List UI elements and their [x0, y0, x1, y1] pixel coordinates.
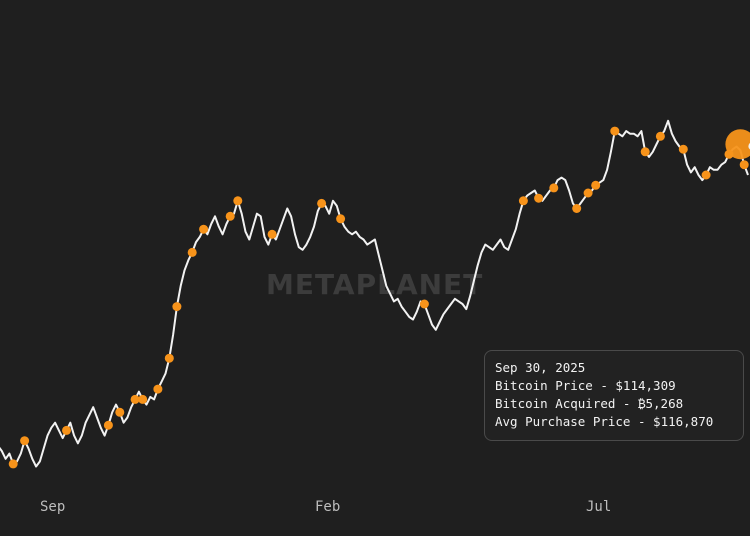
- purchase-marker[interactable]: [655, 131, 665, 141]
- purchase-marker[interactable]: [172, 302, 182, 312]
- x-tick-label: Jul: [586, 499, 612, 515]
- purchase-marker[interactable]: [115, 407, 125, 417]
- purchase-marker[interactable]: [419, 299, 429, 309]
- purchase-marker[interactable]: [153, 384, 163, 394]
- purchase-marker[interactable]: [8, 459, 18, 469]
- tooltip-date: Sep 30, 2025: [495, 360, 586, 375]
- hovered-purchase-marker[interactable]: [725, 129, 750, 160]
- purchase-marker[interactable]: [138, 394, 148, 404]
- purchase-marker[interactable]: [317, 198, 327, 208]
- purchase-marker[interactable]: [701, 170, 711, 180]
- purchase-marker[interactable]: [549, 183, 559, 193]
- purchase-marker[interactable]: [267, 229, 277, 239]
- purchase-marker[interactable]: [187, 247, 197, 257]
- purchase-marker[interactable]: [678, 144, 688, 154]
- purchase-marker[interactable]: [583, 188, 593, 198]
- purchase-marker[interactable]: [225, 211, 235, 221]
- purchase-marker[interactable]: [572, 204, 582, 213]
- purchase-marker[interactable]: [62, 425, 71, 435]
- purchase-marker[interactable]: [518, 196, 528, 206]
- purchase-marker[interactable]: [130, 394, 140, 404]
- watermark-logo: METAPLANET: [266, 268, 484, 301]
- purchase-marker[interactable]: [534, 193, 544, 203]
- purchase-marker[interactable]: [640, 147, 650, 157]
- purchase-marker[interactable]: [103, 420, 113, 430]
- purchase-marker[interactable]: [233, 196, 243, 206]
- purchase-marker[interactable]: [610, 126, 620, 136]
- purchase-marker[interactable]: [336, 214, 346, 224]
- purchase-marker[interactable]: [164, 353, 174, 363]
- purchase-marker[interactable]: [739, 160, 749, 170]
- tooltip-avg-purchase-price: Avg Purchase Price - $116,870: [495, 414, 714, 429]
- purchase-marker[interactable]: [199, 224, 209, 234]
- tooltip-bitcoin-price: Bitcoin Price - $114,309: [495, 378, 676, 393]
- purchase-marker[interactable]: [591, 180, 601, 190]
- purchase-marker[interactable]: [20, 436, 30, 446]
- x-tick-label: Sep: [40, 499, 66, 515]
- x-tick-label: Feb: [315, 499, 341, 515]
- tooltip: Sep 30, 2025 Bitcoin Price - $114,309 Bi…: [484, 350, 744, 441]
- tooltip-bitcoin-acquired: Bitcoin Acquired - ₿5,268: [495, 396, 684, 411]
- bitcoin-price-line: [0, 119, 749, 468]
